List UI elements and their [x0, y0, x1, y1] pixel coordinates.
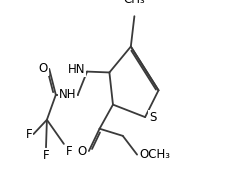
Text: HN: HN: [68, 63, 85, 76]
Text: OCH₃: OCH₃: [139, 148, 170, 161]
Text: F: F: [25, 128, 32, 141]
Text: F: F: [66, 145, 72, 158]
Text: O: O: [78, 145, 87, 158]
Text: NH: NH: [59, 88, 76, 101]
Text: O: O: [38, 62, 48, 75]
Text: S: S: [149, 111, 156, 124]
Text: F: F: [43, 149, 49, 162]
Text: CH₃: CH₃: [123, 0, 145, 6]
